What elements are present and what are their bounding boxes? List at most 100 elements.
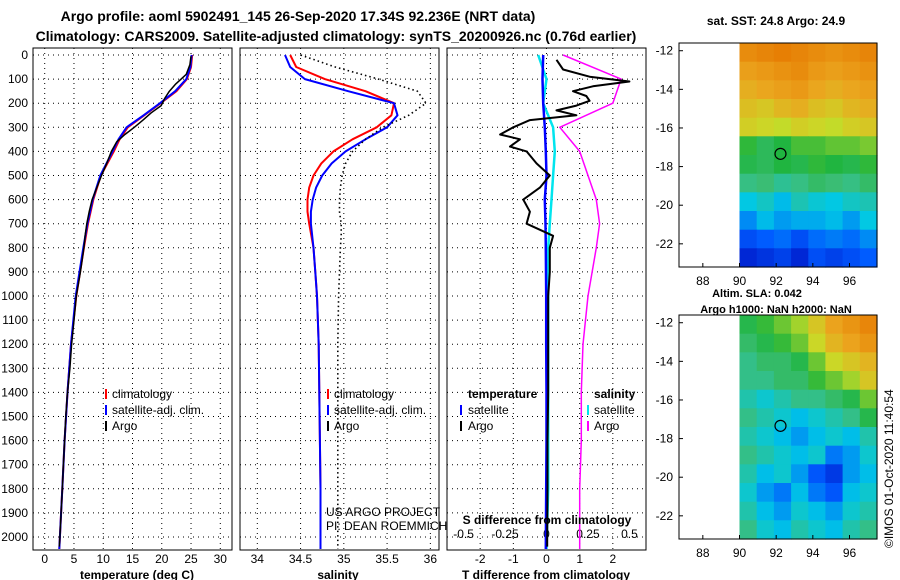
depth-tick-label: 500 <box>8 169 28 183</box>
x-tick-label: 34 <box>251 552 265 566</box>
map-cell <box>808 61 827 81</box>
map-y-tick-label: -12 <box>656 316 674 330</box>
map-cell <box>739 501 758 521</box>
map-cell <box>825 389 844 409</box>
map-cell <box>808 117 827 137</box>
sst-map-title: sat. SST: 24.8 Argo: 24.9 <box>707 14 846 28</box>
x-tick-label: 5 <box>71 552 78 566</box>
x-tick-label: -2 <box>475 552 486 566</box>
map-cell <box>859 352 878 372</box>
map-cell <box>825 173 844 193</box>
map-cell <box>808 333 827 353</box>
figure-title-line1: Argo profile: aoml 5902491_145 26-Sep-20… <box>61 8 536 24</box>
map-cell <box>859 136 878 156</box>
map-cell <box>808 445 827 465</box>
map-cell <box>773 501 792 521</box>
map-cell <box>739 117 758 137</box>
map-cell <box>825 371 844 391</box>
map-cell <box>808 211 827 231</box>
map-cell <box>756 155 775 175</box>
x-tick-label: 1 <box>576 552 583 566</box>
map-cell <box>739 333 758 353</box>
map-y-tick-label: -16 <box>656 393 674 407</box>
map-cell <box>773 427 792 447</box>
map-cell <box>756 211 775 231</box>
map-cell <box>773 61 792 81</box>
map-cell <box>756 333 775 353</box>
map-cell <box>791 427 809 447</box>
map-y-tick-label: -12 <box>656 44 674 58</box>
x-tick-label: 34.5 <box>289 552 313 566</box>
map-cell <box>791 136 809 156</box>
figure-title-line2: Climatology: CARS2009. Satellite-adjuste… <box>36 28 637 44</box>
sla-map: 88 90 92 94 96 -12 -14 -16 -18 -20 -22 <box>656 314 878 560</box>
map-cell <box>842 315 861 335</box>
map-cell <box>756 427 775 447</box>
map-cell <box>756 61 775 81</box>
sst-map: 88 90 92 94 96 -12 -14 -16 -18 -20 -22 <box>656 42 878 288</box>
map-x-tick-label: 92 <box>769 274 783 288</box>
map-cell <box>808 80 827 100</box>
map-cell <box>739 483 758 503</box>
map-cell <box>756 352 775 372</box>
map-cell <box>808 136 827 156</box>
difference-panel: -2 -1 0 1 2 -0.5 -0.25 0 0.25 0.5 S difference f… <box>446 47 647 580</box>
map-cell <box>825 520 844 540</box>
map-cell <box>842 501 861 521</box>
x-tick-label: 0 <box>543 552 550 566</box>
map-cell <box>842 61 861 81</box>
map-cell <box>756 445 775 465</box>
map-cell <box>825 229 844 249</box>
map-cell <box>859 408 878 428</box>
map-cell <box>756 483 775 503</box>
map-cell <box>808 43 827 63</box>
map-cell <box>739 315 758 335</box>
map-cell <box>739 192 758 212</box>
map-cell <box>756 501 775 521</box>
legend-label: satellite <box>594 403 635 417</box>
map-cell <box>859 99 878 119</box>
legend-title-salinity: salinity <box>594 387 636 401</box>
map-cell <box>791 43 809 63</box>
x-tick-label: 36 <box>424 552 438 566</box>
map-cell <box>859 501 878 521</box>
legend-label: Argo <box>468 419 494 433</box>
s-tick-label: 0.5 <box>621 527 638 541</box>
depth-tick-label: 1000 <box>1 289 28 303</box>
map-cell <box>756 173 775 193</box>
map-cell <box>739 248 758 268</box>
map-cell <box>808 464 827 484</box>
map-cell <box>791 173 809 193</box>
map-cell <box>756 464 775 484</box>
depth-tick-label: 100 <box>8 72 28 86</box>
x-tick-label: 10 <box>97 552 111 566</box>
depth-tick-label: 1800 <box>1 482 28 496</box>
map-y-tick-label: -18 <box>656 432 674 446</box>
map-cell <box>808 315 827 335</box>
map-cell <box>773 464 792 484</box>
map-cell <box>859 173 878 193</box>
depth-tick-label: 700 <box>8 217 28 231</box>
map-cell <box>842 445 861 465</box>
temperature-legend: climatology satellite-adj. clim. Argo <box>105 387 204 433</box>
map-cell <box>825 117 844 137</box>
map-cell <box>859 315 878 335</box>
map-cell <box>859 43 878 63</box>
map-cell <box>842 117 861 137</box>
map-cell <box>859 229 878 249</box>
map-cell <box>791 371 809 391</box>
map-cell <box>773 136 792 156</box>
map-cell <box>773 520 792 540</box>
map-cell <box>756 371 775 391</box>
legend-label: Argo <box>112 419 138 433</box>
map-cell <box>808 483 827 503</box>
map-cell <box>756 192 775 212</box>
map-cell <box>773 483 792 503</box>
depth-tick-label: 200 <box>8 96 28 110</box>
map-cell <box>739 464 758 484</box>
map-cell <box>773 99 792 119</box>
map-cell <box>808 427 827 447</box>
map-cell <box>756 408 775 428</box>
map-x-tick-label: 92 <box>769 546 783 560</box>
map-cell <box>842 192 861 212</box>
